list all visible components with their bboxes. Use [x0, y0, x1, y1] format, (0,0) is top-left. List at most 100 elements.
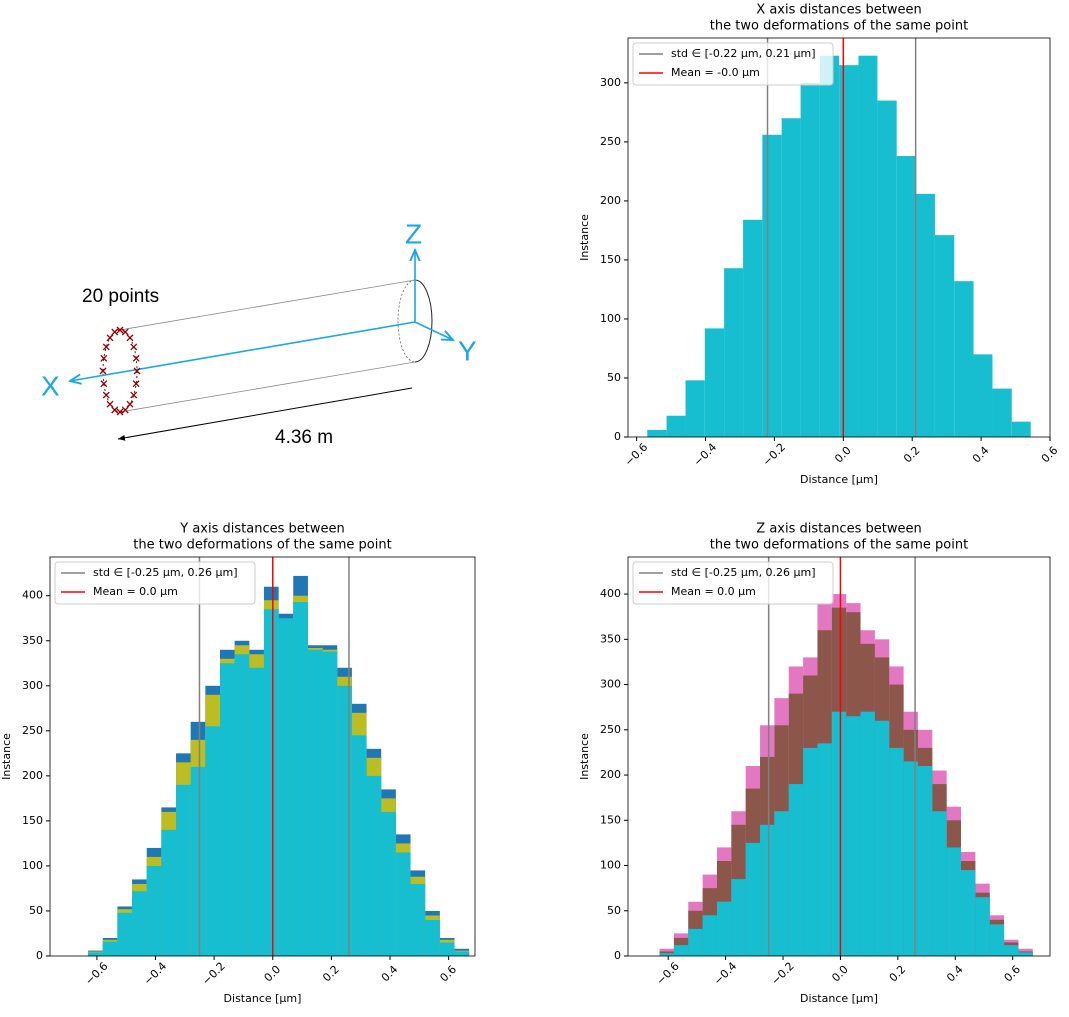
histogram-bar: [896, 156, 916, 437]
histogram-bar: [989, 924, 1005, 956]
histogram-bar: [132, 891, 147, 956]
histogram-bar: [190, 766, 206, 956]
histogram-bar: [685, 380, 705, 437]
y-tick-label: 250: [600, 135, 621, 148]
x-tick-label: 0.4: [970, 444, 992, 466]
histogram-bar: [954, 281, 974, 437]
y-tick-label: 200: [22, 769, 43, 782]
x-axis-arrow: [70, 321, 416, 381]
cylinder-diagram: 20 points Z Y X 4.36 m: [41, 218, 477, 448]
x-tick-label: −0.4: [691, 441, 719, 469]
cylinder-edge: [119, 279, 416, 331]
histogram-bar: [161, 829, 177, 956]
histogram-bar: [425, 919, 440, 956]
point-marker: [126, 334, 134, 342]
histogram-bar: [395, 852, 411, 956]
x-tick-label: −0.6: [83, 960, 111, 988]
histogram-bar: [760, 824, 775, 956]
chart-title: the two deformations of the same point: [133, 538, 391, 553]
y-tick-label: 50: [607, 371, 621, 384]
x-tick-label: 0.2: [320, 963, 342, 985]
y-axis-label: Instance: [578, 733, 591, 780]
y-tick-label: 150: [600, 253, 621, 266]
y-tick-label: 150: [22, 814, 43, 827]
legend-box: [632, 561, 834, 605]
point-marker: [126, 400, 134, 408]
points-label: 20 points: [82, 286, 159, 307]
x-tick-label: −0.6: [654, 960, 682, 988]
y-tick-label: 0: [614, 430, 621, 443]
x-tick-label: −0.4: [141, 960, 169, 988]
chart-title: X axis distances between: [756, 3, 921, 18]
histogram-bar: [659, 953, 674, 956]
x-tick-label: 0.6: [1002, 963, 1024, 985]
x-tick-label: −0.4: [711, 960, 739, 988]
histogram-bar: [322, 651, 338, 956]
histogram-bar: [307, 649, 323, 956]
histogram-bar: [205, 726, 220, 956]
y-tick-label: 400: [22, 589, 43, 602]
chart-title: the two deformations of the same point: [710, 538, 968, 553]
length-label: 4.36 m: [275, 427, 333, 448]
y-tick-label: 50: [29, 904, 43, 917]
y-tick-label: 200: [600, 768, 621, 781]
y-tick-label: 50: [607, 904, 621, 917]
histogram-bar: [817, 743, 832, 956]
histogram-bar: [1004, 945, 1019, 956]
histogram-bar: [788, 784, 804, 956]
histogram-bar: [102, 941, 118, 956]
histogram-bar: [800, 82, 820, 437]
cylinder-end-hidden: [397, 279, 416, 363]
histogram-bar: [961, 870, 976, 956]
point-marker: [130, 343, 138, 351]
y-tick-label: 200: [600, 194, 621, 207]
y-tick-label: 350: [600, 632, 621, 645]
y-tick-label: 300: [600, 76, 621, 89]
histogram-bar: [88, 952, 103, 956]
histogram-bar: [351, 735, 367, 956]
chart-title: Z axis distances between: [756, 522, 921, 537]
x-label: X: [41, 370, 60, 401]
y-tick-label: 250: [22, 724, 43, 737]
point-marker: [132, 354, 140, 362]
legend-box: [54, 561, 256, 605]
y-tick-label: 350: [22, 634, 43, 647]
histogram-bar: [877, 100, 897, 437]
y-tick-label: 100: [22, 859, 43, 872]
cylinder-end: [414, 279, 433, 363]
legend-label: Mean = 0.0 µm: [671, 585, 756, 598]
x-tick-label: 0.4: [944, 963, 966, 985]
histogram-bar: [973, 354, 993, 437]
histogram-bar: [716, 901, 732, 956]
x-axis-label: Distance [µm]: [224, 992, 302, 1005]
legend-label: std ∈ [-0.25 µm, 0.26 µm]: [671, 566, 816, 579]
histogram-bar: [381, 811, 396, 956]
y-axis-label: Instance: [578, 214, 591, 261]
y-tick-label: 150: [600, 813, 621, 826]
point-marker: [133, 367, 141, 375]
histogram-bar: [803, 747, 818, 956]
y-tick-label: 0: [614, 949, 621, 962]
histogram-bar: [117, 912, 133, 956]
point-marker: [111, 406, 119, 414]
histogram-bar: [1011, 421, 1031, 437]
y-tick-label: 100: [600, 312, 621, 325]
point-marker: [102, 391, 110, 399]
histogram-bar: [774, 811, 789, 956]
histogram-bar: [860, 711, 875, 956]
plot-area: [659, 557, 1033, 956]
y-tick-label: 100: [600, 859, 621, 872]
axes-frame: [627, 37, 1051, 438]
point-marker: [100, 380, 108, 388]
histogram-bar: [831, 711, 847, 956]
histogram-bar: [220, 663, 235, 956]
x-tick-label: 0.0: [829, 963, 851, 985]
x-tick-label: 0.6: [1039, 444, 1061, 466]
histogram-bar: [917, 766, 933, 956]
plot-area: [88, 557, 470, 956]
histogram-bar: [1018, 952, 1033, 956]
histogram-bar: [975, 897, 990, 956]
point-marker: [106, 334, 114, 342]
histogram-bar: [858, 55, 878, 437]
